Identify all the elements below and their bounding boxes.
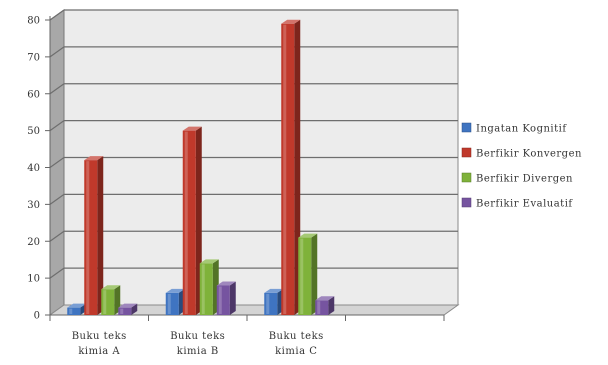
bar-top [67, 303, 87, 308]
bar-front [182, 130, 196, 315]
x-category-label: kimia C [275, 346, 317, 357]
y-tick-label: 50 [27, 126, 40, 137]
y-tick-label: 0 [34, 311, 40, 322]
bar-top [165, 288, 185, 293]
bar-front [264, 292, 278, 315]
x-category-label: kimia A [78, 346, 120, 357]
bar-top [216, 281, 236, 286]
y-axis-ticks: 0 10 20 30 40 50 60 70 80 [27, 16, 50, 322]
bar-side [131, 303, 138, 315]
bar-berfikir-divergen [298, 233, 318, 315]
bar-top [84, 156, 104, 161]
gridline-side [49, 9, 65, 21]
gridline-side [49, 46, 65, 58]
bar-front [199, 263, 213, 315]
bar-front [281, 23, 295, 315]
bar-highlight [69, 308, 73, 314]
bar-highlight [317, 301, 321, 314]
bar-top [101, 285, 121, 290]
gridline-side [49, 120, 65, 132]
bar-highlight [167, 293, 171, 314]
legend-swatch [461, 197, 472, 208]
bar-front [315, 300, 329, 315]
bar-highlight [86, 161, 90, 314]
legend-label: Berfikir Evaluatif [476, 199, 573, 210]
bar-top [118, 303, 138, 308]
bar-side [97, 156, 104, 315]
bar-highlight [283, 24, 287, 314]
y-tick-label: 30 [27, 200, 40, 211]
bar-top [264, 288, 284, 293]
gridline-side [49, 157, 65, 168]
bar-berfikir-evaluatif [118, 303, 138, 315]
legend-item: Berfikir Evaluatif [461, 197, 573, 210]
bar-top [182, 126, 202, 131]
gridlines [49, 9, 458, 279]
gridline-side [49, 193, 65, 205]
x-axis-categories: Buku teks kimia A Buku teks kimia B Buku tek… [49, 315, 445, 357]
bar-front [67, 307, 81, 315]
x-category-label: Buku teks [72, 331, 127, 342]
legend-label: Berfikir Divergen [476, 174, 573, 185]
bar-side [229, 281, 236, 315]
legend: Ingatan Kognitif Berfikir Konvergen Berfik… [461, 122, 582, 210]
bar-highlight [218, 286, 222, 314]
bar-side [328, 296, 335, 315]
bar-berfikir-evaluatif [216, 281, 236, 315]
x-category-label: kimia B [177, 346, 219, 357]
x-category-label: Buku teks [170, 331, 225, 342]
legend-swatch [461, 147, 472, 158]
bar-highlight [266, 293, 270, 314]
y-tick-label: 80 [27, 16, 40, 27]
bar-highlight [103, 290, 107, 314]
bar-front [298, 237, 312, 315]
legend-item: Ingatan Kognitif [461, 122, 567, 135]
legend-label: Ingatan Kognitif [476, 124, 567, 135]
y-tick-label: 10 [27, 274, 40, 285]
y-tick-label: 60 [27, 89, 40, 100]
bar-front [84, 160, 98, 315]
bar-top [199, 259, 219, 264]
legend-swatch [461, 122, 472, 133]
bar-side [311, 233, 318, 315]
legend-label: Berfikir Konvergen [476, 149, 582, 160]
bar-front [101, 289, 115, 315]
gridline-side [49, 267, 65, 279]
legend-item: Berfikir Konvergen [461, 147, 582, 160]
bar-top [315, 296, 335, 301]
bars [67, 19, 335, 315]
bar-berfikir-konvergen [281, 19, 301, 315]
bar-front [216, 285, 230, 315]
bar-ingatan-kognitif [264, 288, 284, 315]
y-tick-label: 40 [27, 163, 40, 174]
bar-front [118, 307, 132, 315]
bar-berfikir-divergen [199, 259, 219, 315]
gridline-side [49, 230, 65, 242]
bar-berfikir-konvergen [182, 126, 202, 315]
bar-top [298, 233, 318, 238]
y-tick-label: 20 [27, 237, 40, 248]
bar-berfikir-evaluatif [315, 296, 335, 315]
bar-ingatan-kognitif [165, 288, 185, 315]
bar-berfikir-konvergen [84, 156, 104, 315]
bar-berfikir-divergen [101, 285, 121, 315]
chart-walls [48, 9, 460, 316]
gridline-side [49, 83, 65, 95]
legend-swatch [461, 172, 472, 183]
bar-highlight [201, 264, 205, 314]
bar-highlight [184, 131, 188, 314]
bar-highlight [120, 308, 124, 314]
x-category-label: Buku teks [269, 331, 324, 342]
bar-highlight [300, 238, 304, 314]
y-tick-label: 70 [27, 52, 40, 63]
bar-top [281, 19, 301, 24]
legend-item: Berfikir Divergen [461, 172, 573, 185]
bar-front [165, 292, 179, 315]
